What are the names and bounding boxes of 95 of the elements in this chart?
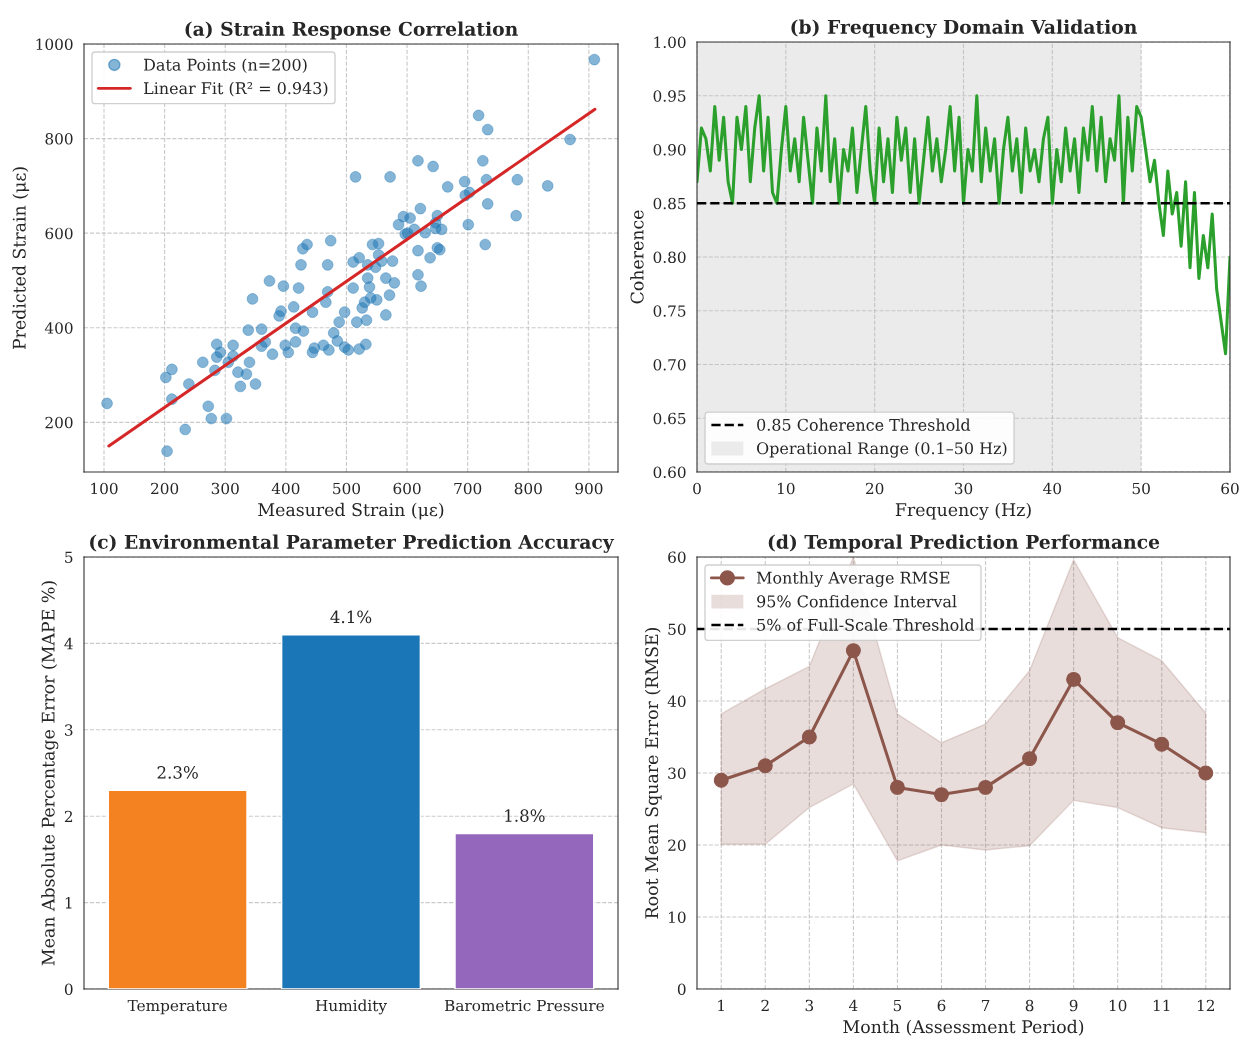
y-axis-title: Predicted Strain (με) [12, 167, 30, 350]
x-tick-label: 900 [575, 482, 603, 495]
chart-title: (d) Temporal Prediction Performance [768, 534, 1160, 553]
point [845, 643, 861, 659]
x-tick-label: 6 [937, 999, 946, 1012]
x-tick-label: 8 [1025, 999, 1034, 1012]
point [1066, 671, 1082, 687]
chart-title: (a) Strain Response Correlation [185, 21, 518, 40]
legend-label: 0.85 Coherence Threshold [757, 418, 971, 431]
y-tick-label: 1000 [36, 38, 73, 51]
y-tick-label: 30 [668, 767, 686, 780]
y-tick-label: 10 [669, 911, 686, 924]
y-tick-label: 0.95 [653, 90, 686, 102]
y-axis-title: Mean Absolute Percentage Error (MAPE %) [41, 581, 59, 966]
x-axis-title: Measured Strain (με) [258, 502, 444, 520]
legend-label: Data Points (n=200) [143, 58, 307, 73]
x-tick-label: Humidity [315, 999, 387, 1015]
x-tick-label: 9 [1069, 999, 1078, 1012]
data-label: 1.8% [505, 809, 545, 822]
x-tick-label: 100 [91, 482, 118, 495]
point [757, 758, 773, 774]
bar [454, 832, 595, 989]
x-tick-label: 0 [693, 482, 701, 495]
x-tick-label: 200 [151, 482, 179, 495]
x-tick-label: Temperature [127, 999, 227, 1015]
x-tick-label: 5 [893, 999, 902, 1012]
x-tick-label: Barometric Pressure [444, 999, 604, 1012]
y-axis-title: Coherence [630, 210, 644, 304]
x-tick-label: 40 [1043, 482, 1062, 495]
chart-title: (b) Frequency Domain Validation [791, 19, 1137, 38]
band-label: Operational Range (0.1–50 Hz) [756, 441, 1007, 458]
y-tick-label: 0 [64, 983, 73, 996]
y-tick-label: 600 [45, 227, 73, 240]
x-axis-title: Month (Assessment Period) [843, 1019, 1084, 1036]
y-tick-label: 20 [668, 839, 686, 852]
chart-title: (c) Environmental Parameter Prediction Accuracy [90, 534, 615, 553]
x-tick-label: 700 [454, 482, 482, 495]
line-series [697, 94, 1230, 356]
data-label: 2.3% [157, 766, 198, 779]
y-tick-label: 50 [668, 623, 686, 636]
y-tick-label: 400 [44, 322, 73, 334]
bar [107, 789, 248, 989]
y-tick-label: 0.70 [653, 358, 686, 371]
ref-line-label: 5% of Full-Scale Threshold [757, 618, 975, 631]
annotation: 95% Confidence Interval [757, 595, 957, 608]
y-tick-label: 0.65 [653, 412, 686, 425]
y-tick-label: 5 [65, 551, 73, 564]
y-axis-title: Root Mean Square Error (RMSE) [644, 628, 662, 919]
bar [280, 634, 422, 989]
point [1022, 751, 1038, 767]
y-tick-label: 200 [45, 416, 73, 429]
x-tick-label: 1 [718, 999, 724, 1012]
point [934, 787, 949, 803]
y-tick-label: 800 [45, 133, 73, 145]
x-tick-label: 4 [848, 999, 858, 1012]
y-tick-label: 1.00 [654, 36, 686, 49]
y-tick-label: 3 [65, 724, 73, 736]
point [1110, 715, 1126, 731]
y-tick-label: 1 [65, 897, 72, 909]
x-tick-label: 10 [1109, 999, 1127, 1012]
y-tick-label: 0.80 [653, 251, 686, 264]
legend-label: Monthly Average RMSE [756, 571, 950, 588]
point [801, 729, 817, 745]
y-tick-label: 2 [64, 810, 73, 822]
x-tick-label: 30 [954, 482, 973, 495]
x-tick-label: 2 [761, 999, 769, 1012]
x-tick-label: 60 [1221, 482, 1239, 495]
x-tick-label: 20 [865, 482, 884, 495]
x-tick-label: 12 [1197, 999, 1214, 1012]
x-tick-label: 50 [1132, 482, 1150, 495]
x-tick-label: 300 [211, 482, 239, 495]
y-tick-label: 4 [64, 637, 73, 650]
data-label: 4.1% [330, 610, 372, 624]
x-tick-label: 600 [393, 482, 421, 495]
y-tick-label: 40 [667, 695, 686, 708]
y-tick-label: 0.60 [653, 466, 686, 479]
x-tick-label: 800 [514, 482, 542, 495]
y-tick-label: 0 [677, 983, 686, 996]
point [1198, 765, 1214, 781]
y-tick-label: 60 [668, 551, 686, 564]
y-tick-label: 0.85 [653, 197, 686, 210]
x-tick-label: 10 [777, 482, 795, 495]
point [889, 779, 905, 795]
point [1154, 736, 1170, 752]
y-tick-label: 0.90 [653, 143, 686, 156]
x-tick-label: 400 [271, 482, 300, 495]
x-tick-label: 7 [981, 999, 990, 1012]
x-axis-title: Frequency (Hz) [895, 502, 1031, 520]
point [713, 772, 729, 788]
y-tick-label: 0.75 [653, 305, 686, 317]
x-tick-label: 11 [1153, 999, 1170, 1012]
x-tick-label: 3 [805, 999, 814, 1012]
legend-label: Linear Fit (R² = 0.943) [143, 81, 328, 97]
point [978, 779, 993, 795]
x-tick-label: 500 [333, 482, 361, 495]
